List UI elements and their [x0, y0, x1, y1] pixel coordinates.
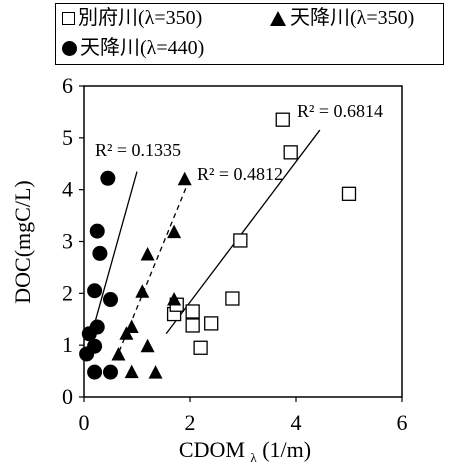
- data-point-circle: [87, 283, 103, 299]
- x-axis-label-subscript: λ: [250, 450, 257, 463]
- r2-label-amori-440: R² = 0.1335: [95, 140, 181, 160]
- data-point-circle: [103, 292, 118, 308]
- y-tick-label: 2: [62, 280, 73, 305]
- data-point-square: [204, 316, 219, 331]
- data-point-circle: [87, 364, 103, 380]
- data-point-circle: [103, 364, 118, 380]
- data-points: [79, 112, 357, 380]
- x-axis-label-main: CDOM: [179, 437, 245, 462]
- x-axis-label-unit: (1/m): [262, 437, 311, 462]
- data-point-triangle: [111, 346, 126, 361]
- legend-item-beppu-350: 別府川(λ=350): [62, 7, 202, 29]
- data-point-square: [185, 318, 200, 333]
- data-point-square: [233, 233, 248, 248]
- data-point-circle: [79, 346, 95, 362]
- x-tick-label: 2: [185, 410, 196, 435]
- x-tick-label: 4: [291, 410, 302, 435]
- r2-label-beppu-350: R² = 0.6814: [297, 101, 383, 121]
- y-tick-label: 0: [62, 384, 73, 409]
- data-point-triangle: [124, 319, 139, 334]
- data-point-triangle: [177, 171, 192, 186]
- y-tick-label: 5: [62, 125, 73, 150]
- data-point-square: [193, 340, 208, 355]
- data-point-square: [225, 291, 240, 306]
- legend-item-amori-440: 天降川(λ=440): [62, 37, 204, 59]
- chart-legend: 別府川(λ=350) 天降川(λ=350) 天降川(λ=440): [55, 3, 444, 65]
- data-point-triangle: [140, 246, 155, 261]
- r-squared-labels: R² = 0.6814 R² = 0.4812 R² = 0.1335: [95, 101, 383, 184]
- data-point-triangle: [148, 365, 163, 379]
- x-axis-label: CDOM λ (1/m): [179, 437, 311, 463]
- data-point-triangle: [119, 326, 134, 340]
- legend-triangle-marker-icon: [270, 10, 286, 26]
- data-point-square: [275, 112, 290, 127]
- legend-label-amori-440: 天降川(λ=440): [80, 37, 205, 59]
- data-point-triangle: [135, 284, 150, 298]
- legend-circle-marker-icon: [62, 40, 77, 56]
- data-point-circle: [100, 170, 116, 186]
- data-point-square: [341, 186, 357, 201]
- data-point-triangle: [124, 364, 139, 379]
- data-point-triangle: [167, 292, 182, 306]
- data-point-circle: [89, 223, 105, 239]
- r2-label-amori-350: R² = 0.4812: [197, 164, 283, 184]
- y-tick-label: 3: [62, 229, 73, 254]
- trend-line-beppu-350: [165, 129, 321, 335]
- y-tick-label: 4: [62, 177, 73, 202]
- x-tick-label: 0: [79, 410, 90, 435]
- x-tick-label: 6: [397, 410, 408, 435]
- y-tick-label: 1: [62, 332, 73, 357]
- legend-label-beppu-350: 別府川(λ=350): [78, 7, 203, 29]
- data-point-square: [185, 304, 200, 319]
- trend-line-amori-440: [88, 171, 138, 343]
- data-point-triangle: [140, 338, 155, 353]
- y-axis-label: DOC(mgC/L): [10, 180, 35, 303]
- legend-label-amori-350: 天降川(λ=350): [290, 7, 415, 29]
- y-tick-label: 6: [62, 73, 73, 98]
- legend-item-amori-350: 天降川(λ=350): [270, 7, 414, 29]
- data-point-circle: [81, 326, 97, 342]
- legend-square-marker-icon: [62, 11, 75, 25]
- data-point-triangle: [167, 224, 182, 239]
- data-point-square: [283, 145, 298, 160]
- y-axis-ticks: 0 1 2 3 4 5 6: [62, 73, 84, 409]
- x-axis-ticks: 0 2 4 6: [79, 397, 408, 435]
- data-point-circle: [92, 245, 108, 261]
